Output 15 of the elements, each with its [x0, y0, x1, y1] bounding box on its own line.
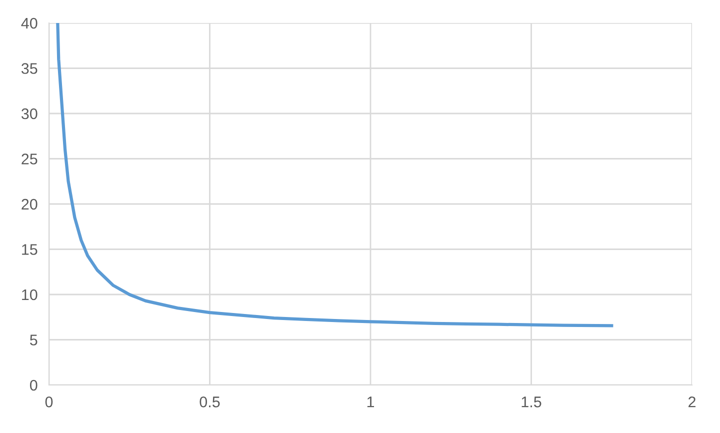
y-tick-label: 20 [22, 198, 38, 210]
x-tick-label: 0.5 [200, 396, 220, 408]
y-tick-label: 5 [30, 334, 38, 346]
x-tick-label: 0 [45, 396, 53, 408]
y-tick-label: 35 [21, 63, 38, 74]
x-tick-label: 1 [367, 396, 374, 408]
x-tick-label: 2 [688, 396, 696, 408]
line-series [56, 23, 614, 328]
y-tick-label: 40 [21, 18, 38, 29]
y-tick-label: 30 [21, 108, 38, 120]
y-tick-label: 25 [22, 154, 38, 164]
y-tick-label: 10 [22, 289, 38, 300]
y-tick-label: 15 [22, 244, 38, 255]
x-tick-label: 1.5 [522, 396, 542, 408]
y-tick-label: 0 [30, 380, 38, 391]
